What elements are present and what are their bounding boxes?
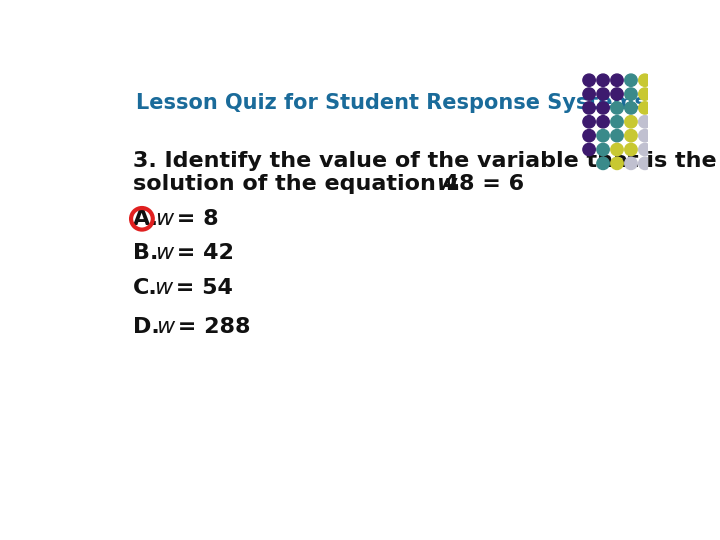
Text: = 288: = 288 — [170, 316, 251, 336]
Circle shape — [597, 116, 609, 128]
Circle shape — [583, 130, 595, 142]
Circle shape — [597, 88, 609, 100]
Circle shape — [597, 143, 609, 156]
Text: .: . — [451, 174, 460, 194]
Circle shape — [583, 102, 595, 114]
Text: w: w — [156, 316, 174, 336]
Circle shape — [597, 157, 609, 170]
Text: w: w — [436, 174, 456, 194]
Circle shape — [625, 130, 637, 142]
Text: D.: D. — [132, 316, 159, 336]
Circle shape — [583, 116, 595, 128]
Text: C.: C. — [132, 278, 158, 298]
Circle shape — [597, 102, 609, 114]
Circle shape — [583, 143, 595, 156]
Circle shape — [611, 143, 624, 156]
Circle shape — [639, 130, 651, 142]
Circle shape — [611, 157, 624, 170]
Text: w: w — [155, 209, 174, 229]
Circle shape — [611, 130, 624, 142]
Circle shape — [625, 143, 637, 156]
Circle shape — [639, 143, 651, 156]
Circle shape — [597, 74, 609, 86]
Circle shape — [639, 157, 651, 170]
Circle shape — [625, 88, 637, 100]
Circle shape — [583, 74, 595, 86]
Circle shape — [611, 102, 624, 114]
Circle shape — [625, 157, 637, 170]
Text: w: w — [155, 244, 173, 264]
Circle shape — [625, 102, 637, 114]
Text: = 42: = 42 — [168, 244, 233, 264]
Text: 3. Identify the value of the variable that is the: 3. Identify the value of the variable th… — [132, 151, 716, 171]
Text: A.: A. — [132, 209, 158, 229]
Circle shape — [583, 88, 595, 100]
Circle shape — [625, 116, 637, 128]
Circle shape — [597, 130, 609, 142]
Circle shape — [639, 88, 651, 100]
Circle shape — [639, 74, 651, 86]
Text: B.: B. — [132, 244, 158, 264]
Text: Lesson Quiz for Student Response Systems: Lesson Quiz for Student Response Systems — [137, 93, 647, 113]
Circle shape — [639, 102, 651, 114]
Circle shape — [639, 116, 651, 128]
Text: = 8: = 8 — [169, 209, 219, 229]
Text: solution of the equation 48 = 6: solution of the equation 48 = 6 — [132, 174, 523, 194]
Circle shape — [611, 74, 624, 86]
Text: w: w — [154, 278, 172, 298]
Circle shape — [625, 74, 637, 86]
Circle shape — [611, 116, 624, 128]
Circle shape — [611, 88, 624, 100]
Text: = 54: = 54 — [168, 278, 233, 298]
